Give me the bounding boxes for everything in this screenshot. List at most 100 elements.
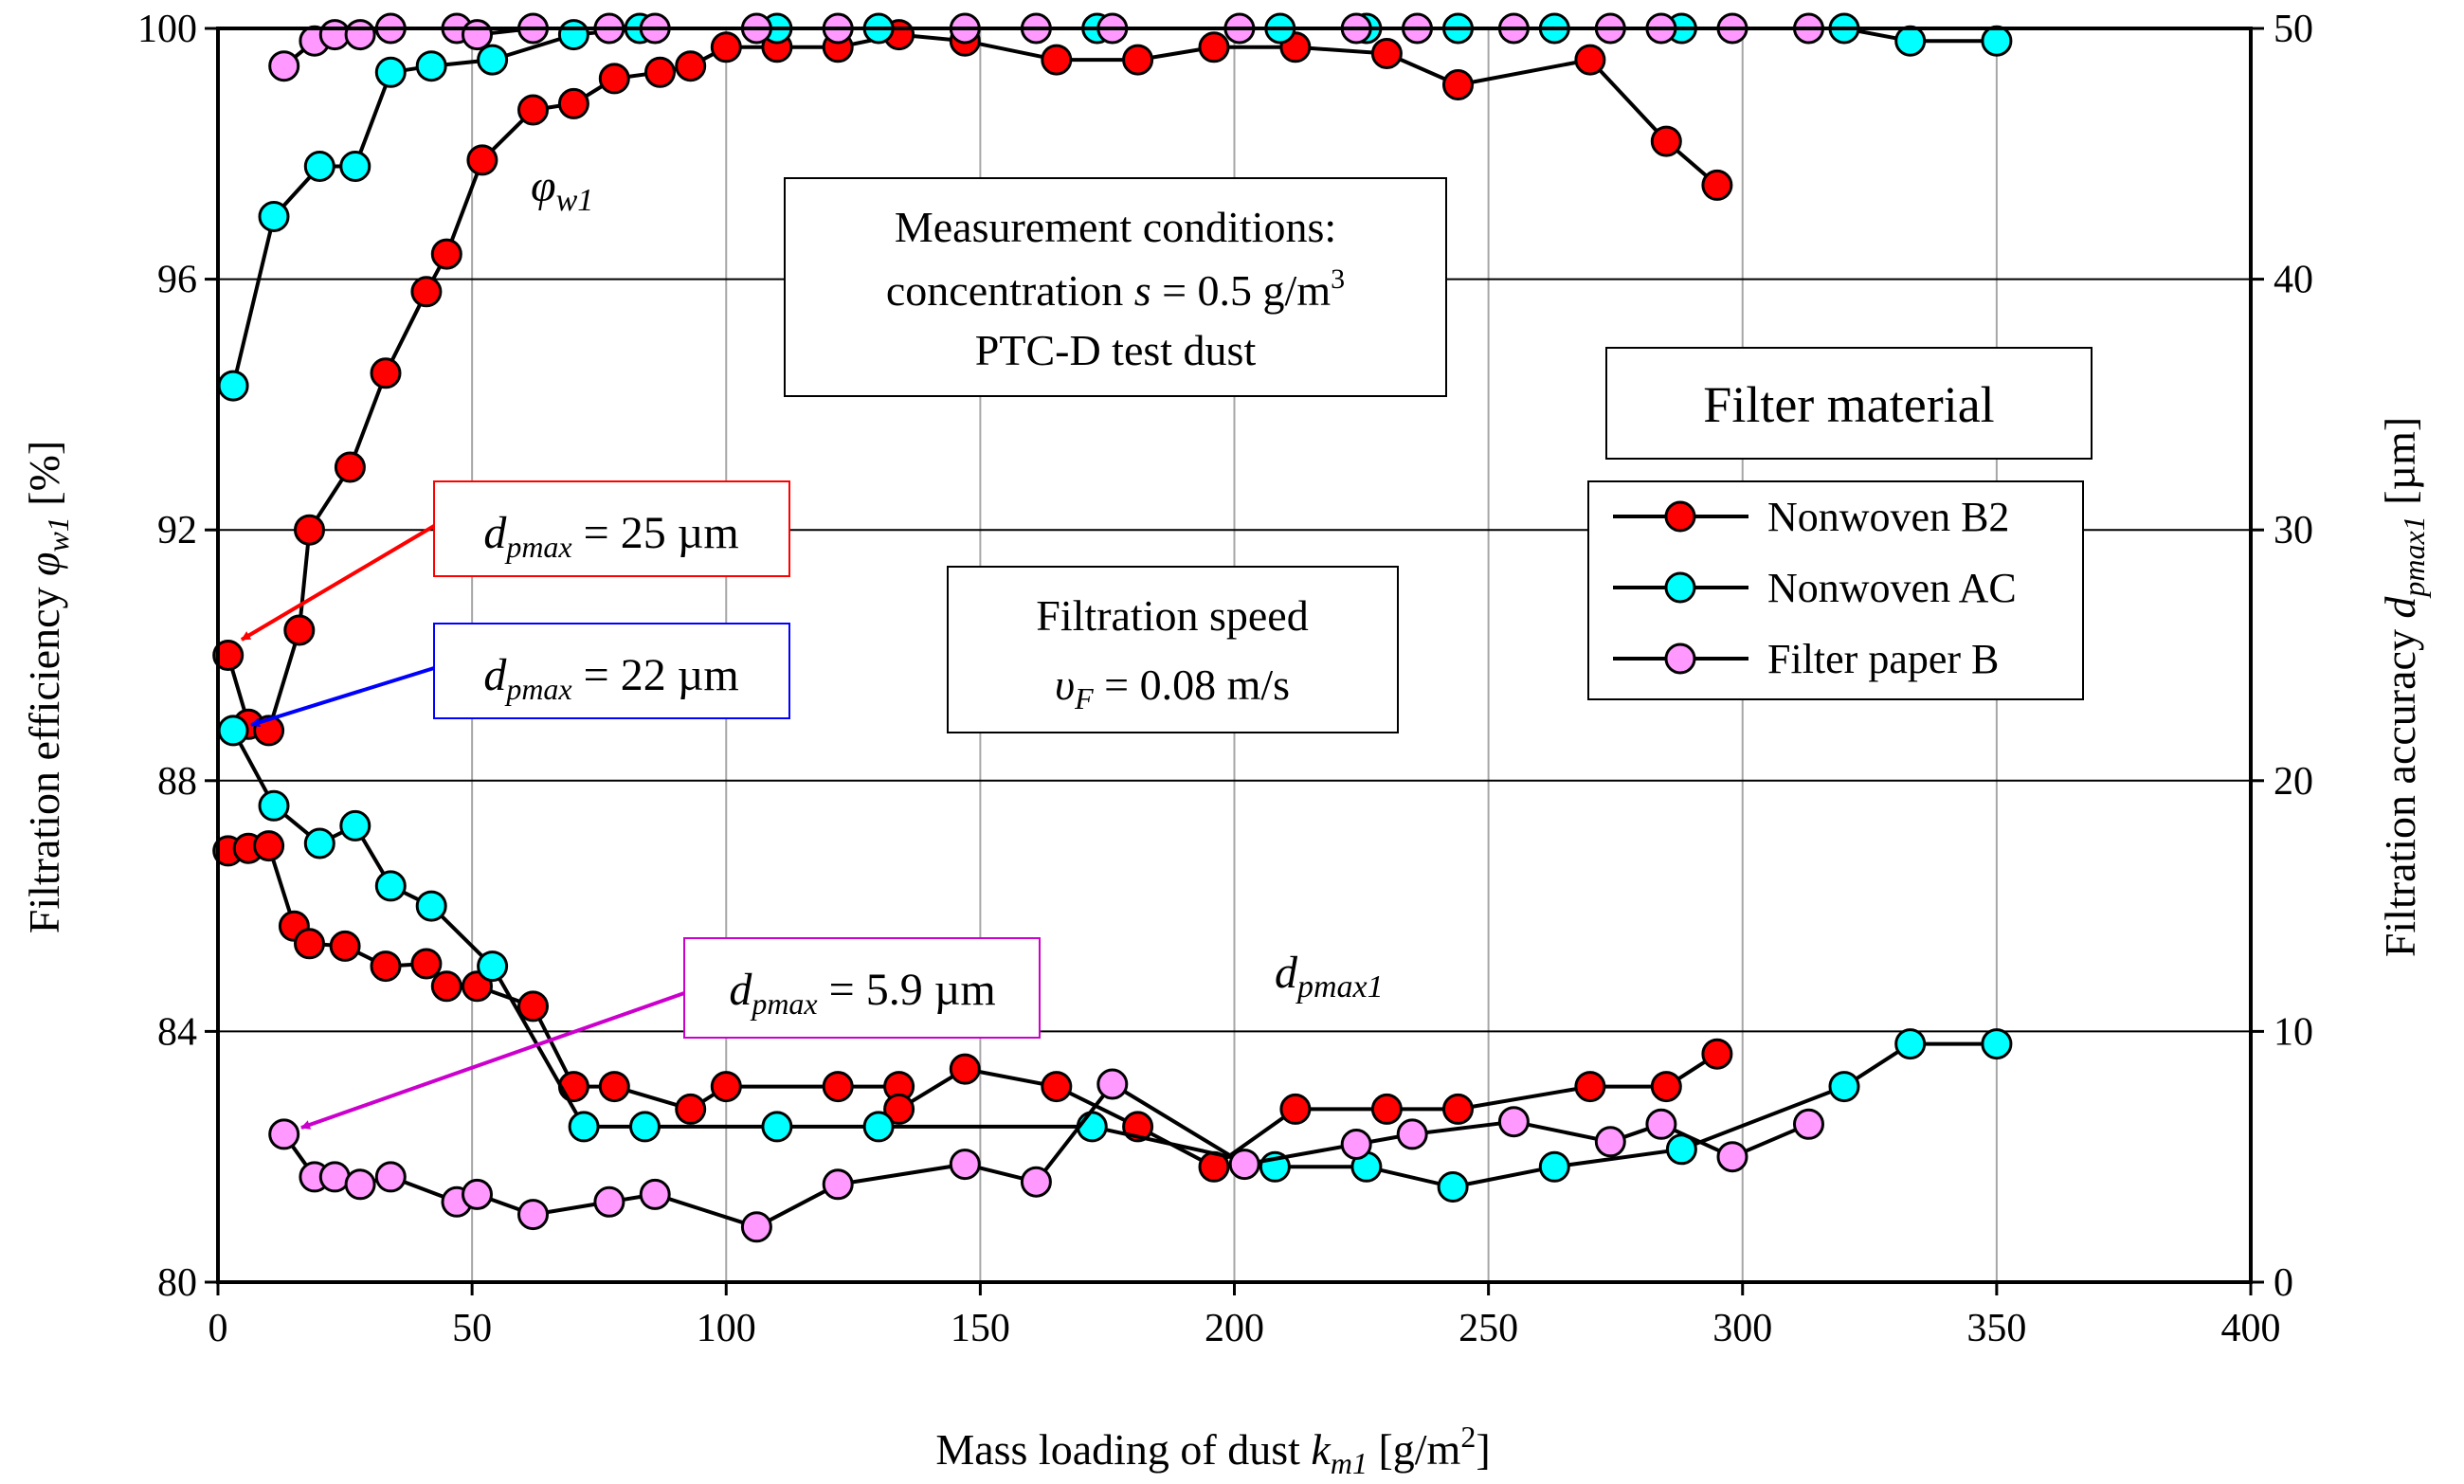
data-point-nonwoven-ac xyxy=(217,370,249,402)
data-point-nonwoven-ac-dpmax1 xyxy=(1981,1028,2013,1060)
conditions-line1: Measurement conditions: xyxy=(895,203,1336,251)
legend-marker-nonwoven-b2 xyxy=(1664,500,1696,533)
data-point-nonwoven-b2-dpmax1 xyxy=(1650,1071,1682,1103)
data-point-filter-paper-b-dpmax1 xyxy=(1497,1106,1530,1138)
data-point-filter-paper-b-dpmax1 xyxy=(268,1118,300,1150)
y-right-tick-label: 40 xyxy=(2274,259,2313,302)
data-point-filter-paper-b-dpmax1 xyxy=(1340,1129,1372,1160)
data-point-nonwoven-b2-dpmax1 xyxy=(1574,1071,1606,1103)
data-point-nonwoven-b2 xyxy=(1370,38,1403,69)
data-point-nonwoven-b2 xyxy=(294,514,325,546)
data-point-nonwoven-b2-dpmax1 xyxy=(1279,1093,1312,1125)
data-point-nonwoven-b2-dpmax1 xyxy=(430,970,462,1003)
annotation-22um-text: dpmax = 22 µm xyxy=(483,650,738,706)
data-point-nonwoven-b2-dpmax1 xyxy=(675,1093,707,1125)
y-right-tick-label: 0 xyxy=(2274,1261,2293,1305)
data-point-nonwoven-b2 xyxy=(334,451,366,483)
data-point-filter-paper-b-dpmax1 xyxy=(1396,1118,1428,1150)
legend-marker-nonwoven-ac xyxy=(1664,571,1696,604)
annotation-25um: dpmax = 25 µm xyxy=(240,480,790,642)
y-left-tick-label: 96 xyxy=(157,259,197,302)
data-point-nonwoven-b2-dpmax1 xyxy=(517,990,549,1023)
x-tick-label: 0 xyxy=(208,1307,228,1350)
data-point-nonwoven-ac xyxy=(1981,25,2013,57)
y-axis-right-label: Filtration accuracy dpmax1 [µm] xyxy=(2376,417,2431,957)
data-point-nonwoven-b2 xyxy=(283,614,316,646)
data-point-nonwoven-ac-dpmax1 xyxy=(339,809,371,842)
data-point-nonwoven-ac-dpmax1 xyxy=(1076,1111,1108,1143)
y-left-tick-label: 100 xyxy=(137,8,197,51)
data-point-nonwoven-b2 xyxy=(517,94,549,126)
data-point-nonwoven-ac-dpmax1 xyxy=(303,827,335,860)
data-point-nonwoven-b2 xyxy=(1041,44,1073,76)
data-point-nonwoven-b2-dpmax1 xyxy=(294,928,325,960)
data-point-nonwoven-b2 xyxy=(1198,31,1230,63)
x-tick-label: 350 xyxy=(1966,1307,2026,1350)
data-point-nonwoven-b2-dpmax1 xyxy=(253,830,285,862)
series-nonwoven-b2 xyxy=(212,19,1733,747)
legend-label-filter-paper-b: Filter paper B xyxy=(1767,636,1999,682)
data-point-nonwoven-ac-dpmax1 xyxy=(374,870,407,902)
x-tick-label: 200 xyxy=(1205,1307,1264,1350)
dpmax1-curve-label: dpmax1 xyxy=(1275,948,1384,1004)
conditions-box: Measurement conditions: concentration s … xyxy=(784,177,1447,397)
data-point-filter-paper-b-dpmax1 xyxy=(1793,1108,1824,1140)
data-point-filter-paper-b-dpmax1 xyxy=(1096,1068,1129,1100)
data-point-filter-paper-b-dpmax1 xyxy=(639,1178,671,1210)
series-filter-paper-b-dpmax1 xyxy=(268,1068,1824,1243)
data-point-filter-paper-b-dpmax1 xyxy=(593,1185,625,1218)
legend-entry-nonwoven-b2: Nonwoven B2 xyxy=(1613,494,2009,540)
data-point-nonwoven-b2 xyxy=(644,56,676,88)
y-right-tick-label: 10 xyxy=(2274,1010,2313,1054)
data-point-nonwoven-ac-dpmax1 xyxy=(415,890,447,922)
axes: 0 50 100 150 200 250 300 350 400 80 84 88 92 96 100 0 10… xyxy=(137,8,2313,1350)
series-line-nonwoven-b2-dpmax1 xyxy=(227,843,1718,1169)
y-right-tick-label: 30 xyxy=(2274,509,2313,552)
data-point-nonwoven-b2 xyxy=(1574,44,1606,76)
data-point-nonwoven-b2-dpmax1 xyxy=(1442,1093,1474,1125)
data-point-nonwoven-b2-dpmax1 xyxy=(822,1071,854,1103)
speed-line1: Filtration speed xyxy=(1036,591,1308,640)
data-point-nonwoven-b2-dpmax1 xyxy=(557,1071,589,1103)
speed-box: Filtration speed υF = 0.08 m/s xyxy=(947,566,1399,733)
data-point-filter-paper-b-dpmax1 xyxy=(822,1168,854,1201)
data-point-filter-paper-b xyxy=(462,19,493,51)
conditions-line2: concentration s = 0.5 g/m3 xyxy=(886,263,1345,315)
y-right-tick-label: 50 xyxy=(2274,8,2313,51)
phi-curve-label: φw1 xyxy=(531,161,593,218)
data-point-nonwoven-b2 xyxy=(370,357,402,389)
legend-entry-filter-paper-b: Filter paper B xyxy=(1613,636,1999,682)
x-tick-label: 50 xyxy=(452,1307,492,1350)
data-point-filter-paper-b-dpmax1 xyxy=(1716,1141,1748,1173)
y-left-tick-label: 84 xyxy=(157,1010,197,1054)
x-tick-label: 100 xyxy=(697,1307,756,1350)
legend: Nonwoven B2 Nonwoven AC Filter paper B xyxy=(1587,480,2084,700)
annotation-5-9um-text: dpmax = 5.9 µm xyxy=(729,965,995,1021)
x-tick-label: 300 xyxy=(1712,1307,1772,1350)
data-point-nonwoven-ac-dpmax1 xyxy=(1828,1071,1860,1103)
data-point-filter-paper-b-dpmax1 xyxy=(1594,1126,1626,1158)
data-point-filter-paper-b-dpmax1 xyxy=(949,1149,981,1181)
y-axis-left-label: Filtration efficiency φw1 [%] xyxy=(20,441,75,934)
data-point-nonwoven-b2-dpmax1 xyxy=(1701,1038,1733,1070)
legend-title: Filter material xyxy=(1703,376,1994,433)
data-point-nonwoven-ac-dpmax1 xyxy=(1894,1028,1927,1060)
data-point-nonwoven-ac-dpmax1 xyxy=(568,1111,600,1143)
x-axis-label: Mass loading of dust km1 [g/m2] xyxy=(935,1420,1490,1480)
annotation-22um: dpmax = 22 µm xyxy=(250,623,790,728)
data-point-filter-paper-b-dpmax1 xyxy=(318,1161,351,1193)
data-point-nonwoven-ac xyxy=(258,201,290,232)
data-point-filter-paper-b-dpmax1 xyxy=(374,1161,407,1193)
data-point-filter-paper-b-dpmax1 xyxy=(462,1178,493,1210)
data-point-nonwoven-b2-dpmax1 xyxy=(598,1071,630,1103)
data-point-nonwoven-b2 xyxy=(1701,169,1733,201)
x-tick-label: 250 xyxy=(1458,1307,1518,1350)
data-point-nonwoven-b2-dpmax1 xyxy=(410,948,443,980)
data-point-filter-paper-b-dpmax1 xyxy=(1228,1149,1260,1181)
data-point-filter-paper-b-dpmax1 xyxy=(1645,1108,1677,1140)
annotation-5-9um: dpmax = 5.9 µm xyxy=(300,937,1041,1130)
data-point-nonwoven-ac-dpmax1 xyxy=(761,1111,793,1143)
legend-marker-filter-paper-b xyxy=(1664,642,1696,675)
data-point-nonwoven-ac-dpmax1 xyxy=(1437,1171,1469,1203)
